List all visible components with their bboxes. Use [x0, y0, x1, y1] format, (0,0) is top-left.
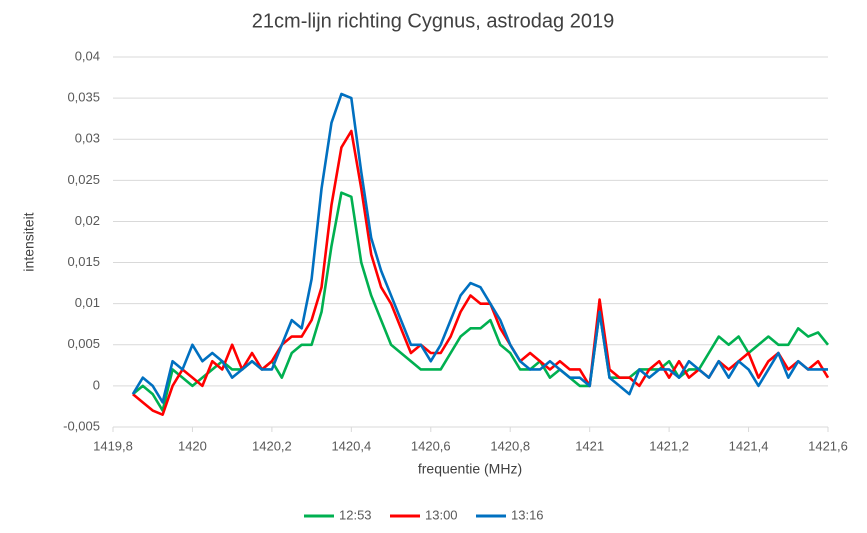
y-tick-label: -0,005 [63, 418, 100, 433]
x-tick-label: 1421,4 [729, 438, 769, 453]
legend-label: 13:00 [425, 507, 458, 522]
y-tick-label: 0,035 [67, 90, 100, 105]
x-tick-label: 1420,8 [490, 438, 530, 453]
legend-label: 12:53 [339, 507, 372, 522]
y-axis-title: intensiteit [21, 212, 37, 271]
y-tick-label: 0,005 [67, 336, 100, 351]
y-tick-label: 0,025 [67, 172, 100, 187]
y-tick-label: 0 [93, 377, 100, 392]
x-tick-label: 1421,2 [649, 438, 689, 453]
x-tick-label: 1420,6 [411, 438, 451, 453]
y-tick-label: 0,04 [75, 48, 100, 63]
x-tick-label: 1420,4 [331, 438, 371, 453]
x-tick-label: 1420,2 [252, 438, 292, 453]
y-tick-label: 0,01 [75, 295, 100, 310]
x-axis-title: frequentie (MHz) [418, 461, 522, 477]
y-tick-label: 0,015 [67, 254, 100, 269]
chart-title: 21cm-lijn richting Cygnus, astrodag 2019 [252, 10, 614, 32]
x-tick-label: 1421 [575, 438, 604, 453]
y-tick-label: 0,02 [75, 213, 100, 228]
x-tick-label: 1420 [178, 438, 207, 453]
x-tick-label: 1419,8 [93, 438, 133, 453]
x-tick-label: 1421,6 [808, 438, 848, 453]
legend-label: 13:16 [511, 507, 544, 522]
y-tick-label: 0,03 [75, 131, 100, 146]
series-line [132, 191, 830, 412]
series-line [131, 92, 828, 404]
